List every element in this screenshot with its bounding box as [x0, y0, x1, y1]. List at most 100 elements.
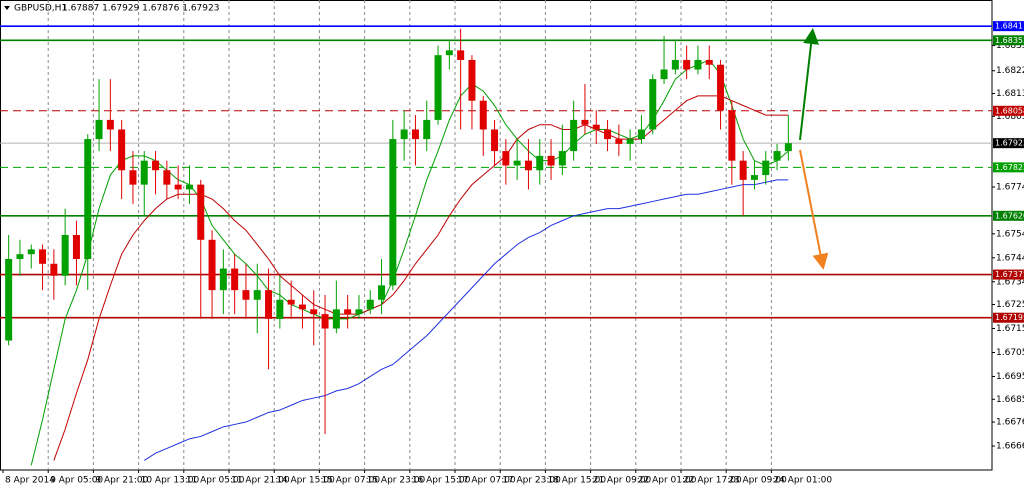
- level-label-box: [993, 210, 1024, 221]
- x-tick-label: 23 Apr 09:00: [728, 476, 787, 486]
- level-label-box: [993, 312, 1024, 323]
- y-tick-label: 1.67545: [996, 229, 1024, 239]
- candle-body: [39, 249, 47, 264]
- candle-body: [717, 64, 725, 111]
- candle-body: [163, 170, 171, 185]
- y-tick-label: 1.68225: [996, 66, 1024, 76]
- candle-body: [728, 110, 736, 161]
- x-tick-label: 10 Apr 13:00: [141, 476, 200, 486]
- candle-body: [27, 249, 35, 255]
- level-label-box: [993, 269, 1024, 280]
- level-label: 1.67375: [995, 270, 1024, 279]
- level-label: 1.67195: [995, 313, 1024, 322]
- y-tick-label: 1.66950: [996, 372, 1024, 382]
- candle-body: [604, 129, 612, 140]
- candle-body: [637, 129, 645, 140]
- candle-body: [378, 285, 386, 300]
- level-label: 1.67822: [995, 163, 1024, 172]
- candle-body: [95, 119, 103, 140]
- level-label: 1.68058: [995, 106, 1024, 115]
- candle-body: [174, 184, 182, 190]
- candle-body: [84, 139, 92, 259]
- candle-body: [118, 129, 126, 171]
- x-tick-label: 17 Apr 07:00: [457, 476, 516, 486]
- candle-body: [513, 160, 521, 166]
- y-tick-label: 1.66760: [996, 418, 1024, 428]
- candle-body: [491, 129, 499, 152]
- x-tick-label: 15 Apr 23:00: [367, 476, 426, 486]
- candle-body: [502, 151, 510, 166]
- candle-body: [197, 184, 205, 240]
- candle-body: [423, 119, 431, 140]
- level-label-box: [993, 105, 1024, 116]
- candle-body: [185, 184, 193, 190]
- candle-body: [106, 119, 114, 130]
- candle-body: [321, 314, 329, 329]
- candle-body: [479, 100, 487, 130]
- candle-body: [784, 143, 792, 152]
- level-label: 1.67923: [995, 139, 1024, 148]
- x-tick-label: 9 Apr 21:00: [95, 476, 148, 486]
- candle-body: [152, 160, 160, 171]
- candle-body: [411, 129, 419, 140]
- level-label-box: [993, 21, 1024, 32]
- candle-body: [355, 309, 363, 315]
- candle-body: [332, 309, 340, 329]
- y-tick-label: 1.68330: [996, 41, 1024, 51]
- candle-body: [536, 155, 544, 171]
- candle-body: [50, 263, 58, 276]
- x-tick-label: 24 Apr 01:00: [773, 476, 832, 486]
- x-tick-label: 8 Apr 2014: [5, 476, 55, 486]
- candle-body: [72, 235, 80, 259]
- y-tick-label: 1.67740: [996, 183, 1024, 193]
- candle-body: [524, 160, 532, 171]
- candle-body: [265, 290, 273, 319]
- candle-body: [705, 59, 713, 65]
- x-tick-label: 22 Apr 17:00: [683, 476, 742, 486]
- candle-body: [253, 290, 261, 300]
- x-tick-label: 14 Apr 15:00: [276, 476, 335, 486]
- candle-body: [5, 258, 13, 341]
- candle-body: [61, 235, 69, 276]
- chart-title: GBPUSD,H1: [14, 4, 67, 14]
- y-tick-label: 1.67150: [996, 324, 1024, 334]
- candle-body: [683, 59, 691, 70]
- candle-body: [208, 239, 216, 291]
- candle-body: [762, 160, 770, 176]
- candle-body: [298, 304, 306, 310]
- level-label-box: [993, 138, 1024, 149]
- candle-body: [660, 69, 668, 80]
- candle-body: [366, 299, 374, 310]
- candle-body: [558, 151, 566, 166]
- ohlc-readout: 1.67887 1.67929 1.67876 1.67923: [62, 4, 219, 14]
- menu-triangle: [4, 6, 10, 10]
- y-tick-label: 1.67050: [996, 348, 1024, 358]
- candle-body: [615, 139, 623, 144]
- candle-body: [457, 50, 465, 60]
- x-tick-label: 16 Apr 15:00: [412, 476, 471, 486]
- x-tick-label: 17 Apr 23:00: [502, 476, 561, 486]
- plot-frame: [0, 0, 993, 471]
- candle-body: [739, 160, 747, 180]
- candle-body: [276, 299, 284, 319]
- x-tick-label: 22 Apr 01:00: [638, 476, 697, 486]
- candle-body: [287, 299, 295, 305]
- x-tick-label: 18 Apr 15:00: [547, 476, 606, 486]
- candle-body: [570, 119, 578, 152]
- y-tick-label: 1.68130: [996, 89, 1024, 99]
- level-label: 1.67620: [995, 211, 1024, 220]
- candle-body: [547, 155, 555, 166]
- x-tick-label: 15 Apr 07:00: [321, 476, 380, 486]
- y-tick-label: 1.66855: [996, 395, 1024, 405]
- candle-body: [434, 55, 442, 120]
- x-tick-label: 11 Apr 21:00: [231, 476, 290, 486]
- down-arrow: [799, 149, 829, 270]
- candle-body: [468, 59, 476, 101]
- up-arrow: [799, 28, 820, 141]
- candle-body: [242, 290, 250, 300]
- candle-body: [592, 124, 600, 130]
- candle-body: [140, 160, 148, 185]
- candle-body: [626, 139, 634, 144]
- candle-body: [649, 79, 657, 130]
